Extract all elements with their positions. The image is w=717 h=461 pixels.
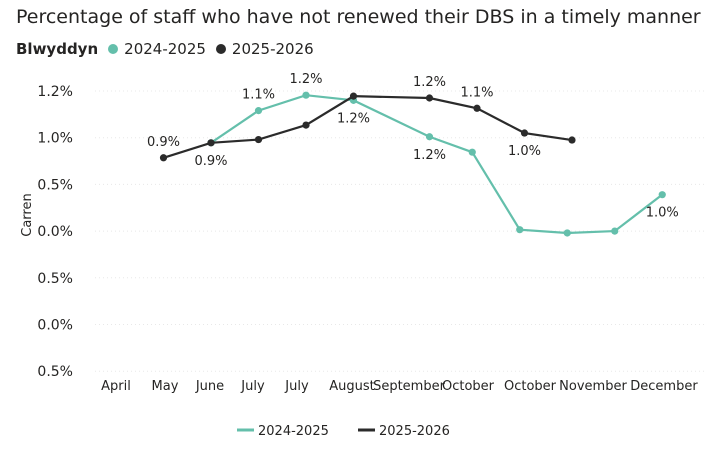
data-point [563,229,571,237]
legend-label-series-a: 2024-2025 [124,40,206,58]
data-point [468,148,476,156]
legend-marker-series-b [215,44,226,54]
y-tick-label: 0.5% [37,177,73,193]
legend-bottom-label: 2024-2025 [258,424,329,439]
data-label: 1.2% [413,148,446,163]
data-point [611,227,619,235]
data-point [254,135,263,144]
data-point [425,94,434,102]
data-point [302,91,310,99]
legend-title: Blwyddyn [16,40,99,58]
legend-marker-series-a [108,44,119,54]
y-axis-title: Carren [20,193,35,236]
x-tick-label: November [559,379,627,394]
data-point [207,139,215,147]
data-point [473,104,481,112]
x-tick-label: May [152,379,179,394]
data-label: 1.2% [337,111,370,126]
data-point [568,136,576,144]
data-point [520,129,529,137]
x-tick-label: April [101,379,131,394]
chart-title: Percentage of staff who have not renewed… [16,6,701,28]
x-tick-label: June [195,379,224,394]
data-point [159,154,168,162]
data-label: 1.2% [413,75,446,90]
legend-label-series-b: 2025-2026 [231,40,314,58]
x-tick-label: December [630,379,698,394]
y-tick-label: 0.5% [37,271,73,287]
data-label: 1.1% [242,88,275,103]
y-tick-label: 1.2% [37,84,73,100]
data-label: 1.2% [289,72,322,87]
x-tick-label: August [329,379,375,394]
legend-top: Blwyddyn 2024-2025 2025-2026 [16,40,324,58]
y-tick-label: 1.0% [37,131,73,147]
data-label: 1.0% [646,206,679,221]
series-line-a [210,94,663,235]
data-point [658,191,666,199]
data-point [302,121,310,129]
data-label: 1.1% [460,85,493,100]
x-tick-label: July [240,379,265,394]
y-tick-label: 0.0% [37,224,73,240]
data-label: 0.9% [147,135,180,150]
y-tick-label: 0.5% [37,364,73,380]
y-tick-label: 0.0% [37,318,73,334]
data-label: 0.9% [194,154,227,169]
data-point [425,133,434,141]
x-tick-label: September [373,379,446,394]
data-label: 1.0% [508,144,541,159]
x-tick-label: October [442,379,495,394]
legend-bottom-label: 2025-2026 [379,424,450,439]
x-tick-label: October [504,379,557,394]
data-point [516,226,524,234]
legend-item-series-b[interactable]: 2025-2026 [215,40,314,58]
data-point [254,107,263,115]
legend-item-series-a[interactable]: 2024-2025 [108,40,206,58]
x-tick-label: July [284,379,309,394]
data-point [349,92,358,100]
